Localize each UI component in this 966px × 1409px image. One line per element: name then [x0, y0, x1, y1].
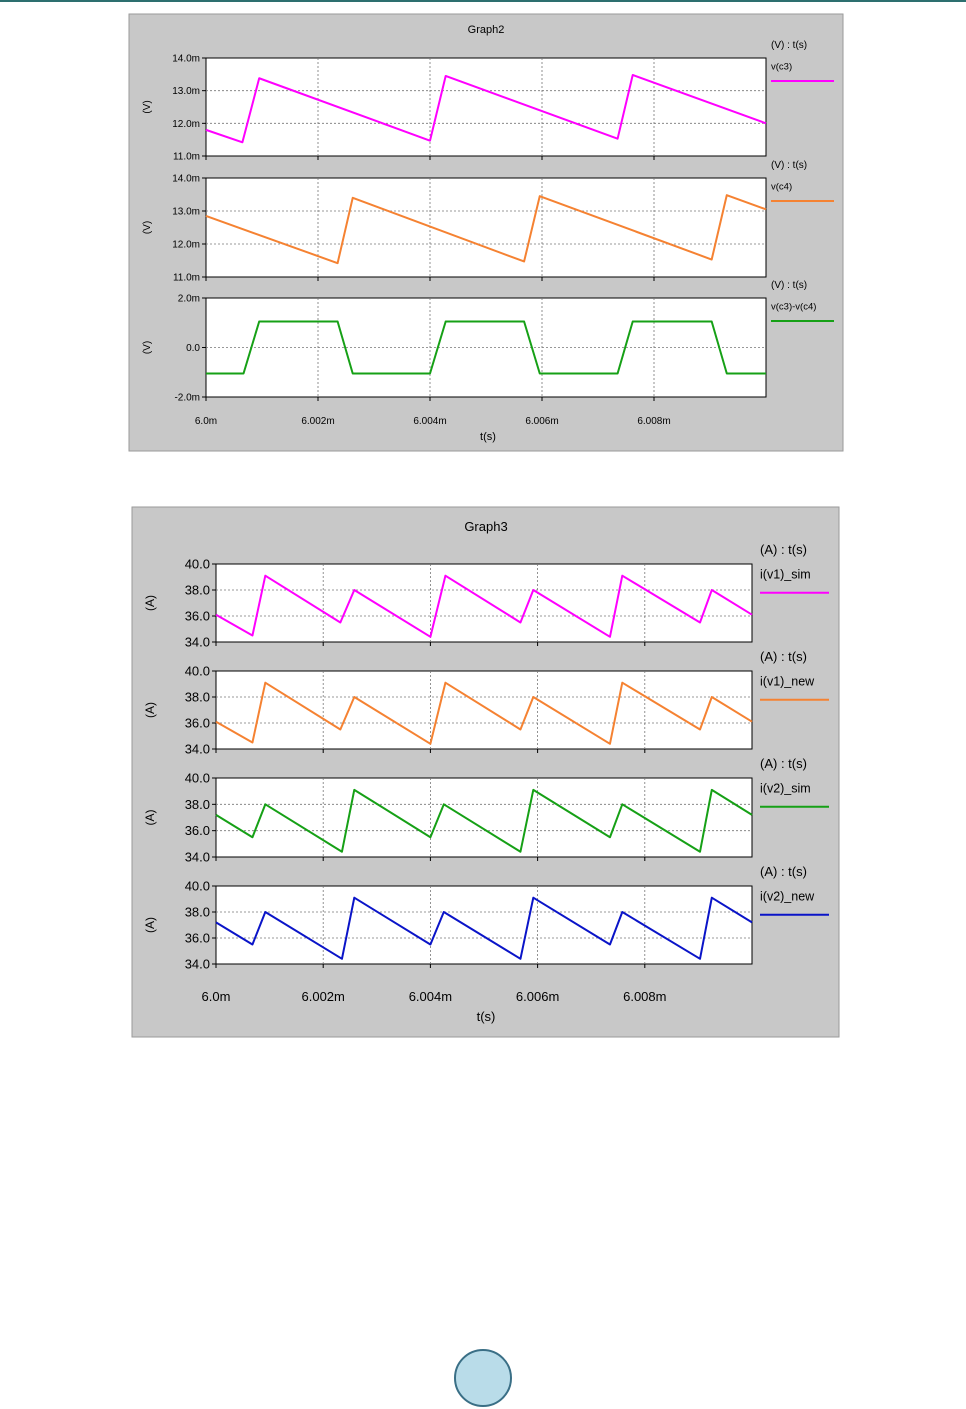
graph3-subplot-1-ytick-label: 36.0 [185, 609, 210, 624]
graph3-subplot-4-ylabel: (A) [143, 917, 157, 933]
graph3-subplot-4-legend-header: (A) : t(s) [760, 864, 807, 879]
graph2-subplot-1-ylabel: (V) [142, 100, 153, 113]
graph3-subplot-3-series-line [215, 788, 753, 853]
graph3-subplot-2-legend-header: (A) : t(s) [760, 649, 807, 664]
graph3-subplot-1-ylabel: (A) [143, 595, 157, 611]
graph2-subplot-2-ytick-label: 11.0m [173, 273, 200, 284]
graph3-subplot-2-ytick-label: 34.0 [185, 742, 210, 757]
graph2-subplot-3-legend-header: (V) : t(s) [771, 280, 807, 291]
graph3-subplot-3-ytick-label: 38.0 [185, 797, 210, 812]
graph3-subplot-4-legend-name: i(v2)_new [760, 890, 815, 904]
graph3-subplot-2-ylabel: (A) [143, 702, 157, 718]
graph3-subplot-3-ytick-label: 40.0 [185, 771, 210, 786]
graph3-subplot-3-ylabel: (A) [143, 810, 157, 826]
graph3-subplot-3-legend-name: i(v2)_sim [760, 782, 811, 796]
graph3-subplot-3-legend-header: (A) : t(s) [760, 756, 807, 771]
graph3-subplot-4-ytick-label: 38.0 [185, 905, 210, 920]
graph2-subplot-1-ytick-label: 12.0m [172, 119, 200, 130]
graph3-subplot-4-ytick-label: 40.0 [185, 879, 210, 894]
graph3-subplot-2-series-line [215, 681, 753, 745]
graph2-xtick-label: 6.004m [413, 416, 446, 427]
graph3-xlabel: t(s) [477, 1009, 496, 1024]
graph3-subplot-3-plot-area [215, 777, 753, 858]
graph2-xtick-label: 6.008m [637, 416, 670, 427]
graph3-subplot-1-series-line [215, 574, 753, 638]
graph3-subplot-2-legend-name: i(v1)_new [760, 675, 815, 689]
graph3-subplot-1-legend-name: i(v1)_sim [760, 568, 811, 582]
graph3-xtick-label: 6.006m [516, 989, 559, 1004]
graph3-subplot-4-series-line [215, 896, 753, 960]
graph2-subplot-2-series-line [205, 194, 767, 265]
graph2-chart: Graph2 11.0m 12.0m 13.0m 14.0m (V) (V) : t(s) v… [128, 13, 844, 452]
graph3-subplot-4-ytick-label: 34.0 [185, 957, 210, 972]
graph3-chart: Graph3 34.0 36.0 38.0 40.0 (A) (A) : t(s) i(v1)… [131, 506, 840, 1038]
graph3-subplot-2-ytick-label: 38.0 [185, 690, 210, 705]
graph2-subplot-2-ytick-label: 13.0m [172, 207, 200, 218]
graph2-subplot-1-ytick-label: 14.0m [172, 54, 200, 65]
graph2-subplot-2-ylabel: (V) [142, 221, 153, 234]
graph3-subplot-2-ytick-label: 36.0 [185, 716, 210, 731]
graph2-subplot-3-legend-name: v(c3)-v(c4) [771, 302, 816, 313]
graph3-xtick-label: 6.002m [302, 989, 345, 1004]
graph2-subplot-3-ytick-label: 2.0m [178, 294, 200, 305]
graph2-subplot-1-series-line [205, 73, 767, 144]
graph3-subplot-2-plot-area [215, 670, 753, 750]
graph3-subplot-4-ytick-label: 36.0 [185, 931, 210, 946]
graph3-subplot-1-ytick-label: 34.0 [185, 635, 210, 650]
graph2-subplot-1-ytick-label: 11.0m [173, 152, 200, 163]
graph3-subplot-3-ytick-label: 34.0 [185, 850, 210, 865]
page-number-badge [454, 1349, 512, 1407]
graph3-subplot-1-ytick-label: 40.0 [185, 557, 210, 572]
graph2-subplot-3-ytick-label: -2.0m [174, 393, 200, 404]
graph2-xlabel: t(s) [480, 431, 496, 443]
graph3-subplot-1-ytick-label: 38.0 [185, 583, 210, 598]
graph3-subplot-2-ytick-label: 40.0 [185, 664, 210, 679]
graph3-xtick-label: 6.008m [623, 989, 666, 1004]
graph2-subplot-1-ytick-label: 13.0m [172, 86, 200, 97]
graph2-subplot-2-legend-header: (V) : t(s) [771, 160, 807, 171]
graph2-subplot-2-plot-area [205, 177, 767, 278]
graph3-xtick-label: 6.0m [202, 989, 231, 1004]
graph3-subplot-3-ytick-label: 36.0 [185, 823, 210, 838]
graph3-subplot-1-legend-header: (A) : t(s) [760, 542, 807, 557]
graph3-title: Graph3 [464, 519, 507, 534]
graph2-subplot-1-plot-area [205, 57, 767, 157]
graph3-xtick-label: 6.004m [409, 989, 452, 1004]
page-top-rule [0, 0, 966, 2]
graph3-subplot-4-plot-area [215, 885, 753, 965]
graph2-title: Graph2 [468, 24, 505, 36]
graph2-subplot-1-legend-header: (V) : t(s) [771, 40, 807, 51]
graph2-subplot-1-legend-name: v(c3) [771, 62, 792, 73]
graph2-xtick-label: 6.006m [525, 416, 558, 427]
graph2-xtick-label: 6.002m [301, 416, 334, 427]
graph3-subplot-1-plot-area [215, 563, 753, 643]
graph2-subplot-2-legend-name: v(c4) [771, 182, 792, 193]
graph2-subplot-3-ylabel: (V) [142, 341, 153, 354]
graph2-subplot-3-series-line [206, 320, 766, 375]
graph2-xtick-label: 6.0m [195, 416, 217, 427]
graph2-subplot-3-ytick-label: 0.0 [186, 343, 200, 354]
graph2-subplot-2-ytick-label: 14.0m [172, 174, 200, 185]
graph2-subplot-2-ytick-label: 12.0m [172, 240, 200, 251]
